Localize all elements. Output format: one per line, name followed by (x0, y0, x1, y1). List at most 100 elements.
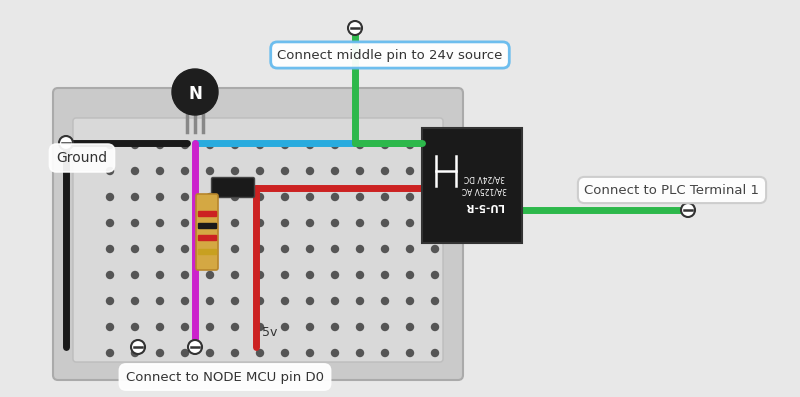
Circle shape (306, 349, 314, 357)
FancyBboxPatch shape (211, 177, 254, 197)
Circle shape (382, 272, 389, 279)
Circle shape (431, 245, 438, 252)
Circle shape (357, 349, 363, 357)
Circle shape (206, 193, 214, 200)
Circle shape (282, 168, 289, 175)
Circle shape (131, 297, 138, 304)
Circle shape (306, 272, 314, 279)
Circle shape (431, 349, 438, 357)
Circle shape (406, 141, 414, 148)
Circle shape (157, 245, 163, 252)
Bar (198, 249, 216, 254)
Circle shape (106, 324, 114, 330)
Circle shape (331, 272, 338, 279)
Circle shape (406, 245, 414, 252)
Circle shape (131, 168, 138, 175)
Text: 3A/125V AC: 3A/125V AC (462, 185, 506, 195)
Circle shape (357, 324, 363, 330)
Circle shape (382, 245, 389, 252)
Circle shape (106, 141, 114, 148)
Circle shape (348, 21, 362, 35)
Circle shape (431, 141, 438, 148)
Circle shape (306, 297, 314, 304)
Circle shape (306, 245, 314, 252)
Text: N: N (188, 85, 202, 103)
Circle shape (257, 141, 263, 148)
Circle shape (406, 297, 414, 304)
Circle shape (106, 245, 114, 252)
Circle shape (306, 168, 314, 175)
Circle shape (406, 349, 414, 357)
Circle shape (182, 297, 189, 304)
Circle shape (182, 349, 189, 357)
Circle shape (431, 193, 438, 200)
Circle shape (157, 141, 163, 148)
Circle shape (306, 193, 314, 200)
Circle shape (206, 141, 214, 148)
Circle shape (206, 245, 214, 252)
Circle shape (206, 168, 214, 175)
Circle shape (157, 272, 163, 279)
Circle shape (406, 193, 414, 200)
Circle shape (172, 69, 218, 115)
Circle shape (182, 324, 189, 330)
Circle shape (681, 203, 695, 217)
Circle shape (182, 220, 189, 227)
Circle shape (157, 220, 163, 227)
Circle shape (331, 141, 338, 148)
Circle shape (306, 324, 314, 330)
Circle shape (257, 272, 263, 279)
Circle shape (257, 193, 263, 200)
Circle shape (106, 220, 114, 227)
Circle shape (131, 340, 145, 354)
Bar (198, 211, 216, 216)
Circle shape (257, 349, 263, 357)
Circle shape (257, 220, 263, 227)
Circle shape (306, 220, 314, 227)
Text: Connect to NODE MCU pin D0: Connect to NODE MCU pin D0 (126, 370, 324, 384)
Circle shape (406, 168, 414, 175)
Circle shape (431, 168, 438, 175)
Circle shape (282, 220, 289, 227)
Circle shape (106, 193, 114, 200)
Circle shape (59, 136, 73, 150)
Circle shape (282, 324, 289, 330)
Circle shape (231, 245, 238, 252)
FancyBboxPatch shape (422, 128, 522, 243)
Circle shape (282, 272, 289, 279)
Circle shape (382, 168, 389, 175)
Circle shape (106, 272, 114, 279)
Circle shape (357, 193, 363, 200)
Circle shape (157, 297, 163, 304)
FancyBboxPatch shape (196, 194, 218, 270)
Circle shape (106, 349, 114, 357)
Circle shape (206, 349, 214, 357)
Circle shape (431, 272, 438, 279)
Circle shape (257, 245, 263, 252)
Circle shape (131, 193, 138, 200)
Circle shape (231, 168, 238, 175)
Circle shape (157, 324, 163, 330)
Circle shape (206, 324, 214, 330)
Circle shape (431, 220, 438, 227)
Text: Connect middle pin to 24v source: Connect middle pin to 24v source (278, 48, 502, 62)
Circle shape (357, 245, 363, 252)
Circle shape (306, 141, 314, 148)
Circle shape (357, 141, 363, 148)
Circle shape (282, 193, 289, 200)
Circle shape (257, 168, 263, 175)
Circle shape (231, 297, 238, 304)
Circle shape (206, 272, 214, 279)
Bar (198, 223, 216, 228)
Circle shape (157, 193, 163, 200)
Text: Connect to PLC Terminal 1: Connect to PLC Terminal 1 (585, 183, 759, 197)
Circle shape (131, 141, 138, 148)
Circle shape (231, 141, 238, 148)
Text: LU-5-R: LU-5-R (465, 201, 503, 211)
Circle shape (331, 297, 338, 304)
Circle shape (382, 349, 389, 357)
Circle shape (231, 220, 238, 227)
Circle shape (382, 297, 389, 304)
Circle shape (431, 324, 438, 330)
Circle shape (282, 141, 289, 148)
